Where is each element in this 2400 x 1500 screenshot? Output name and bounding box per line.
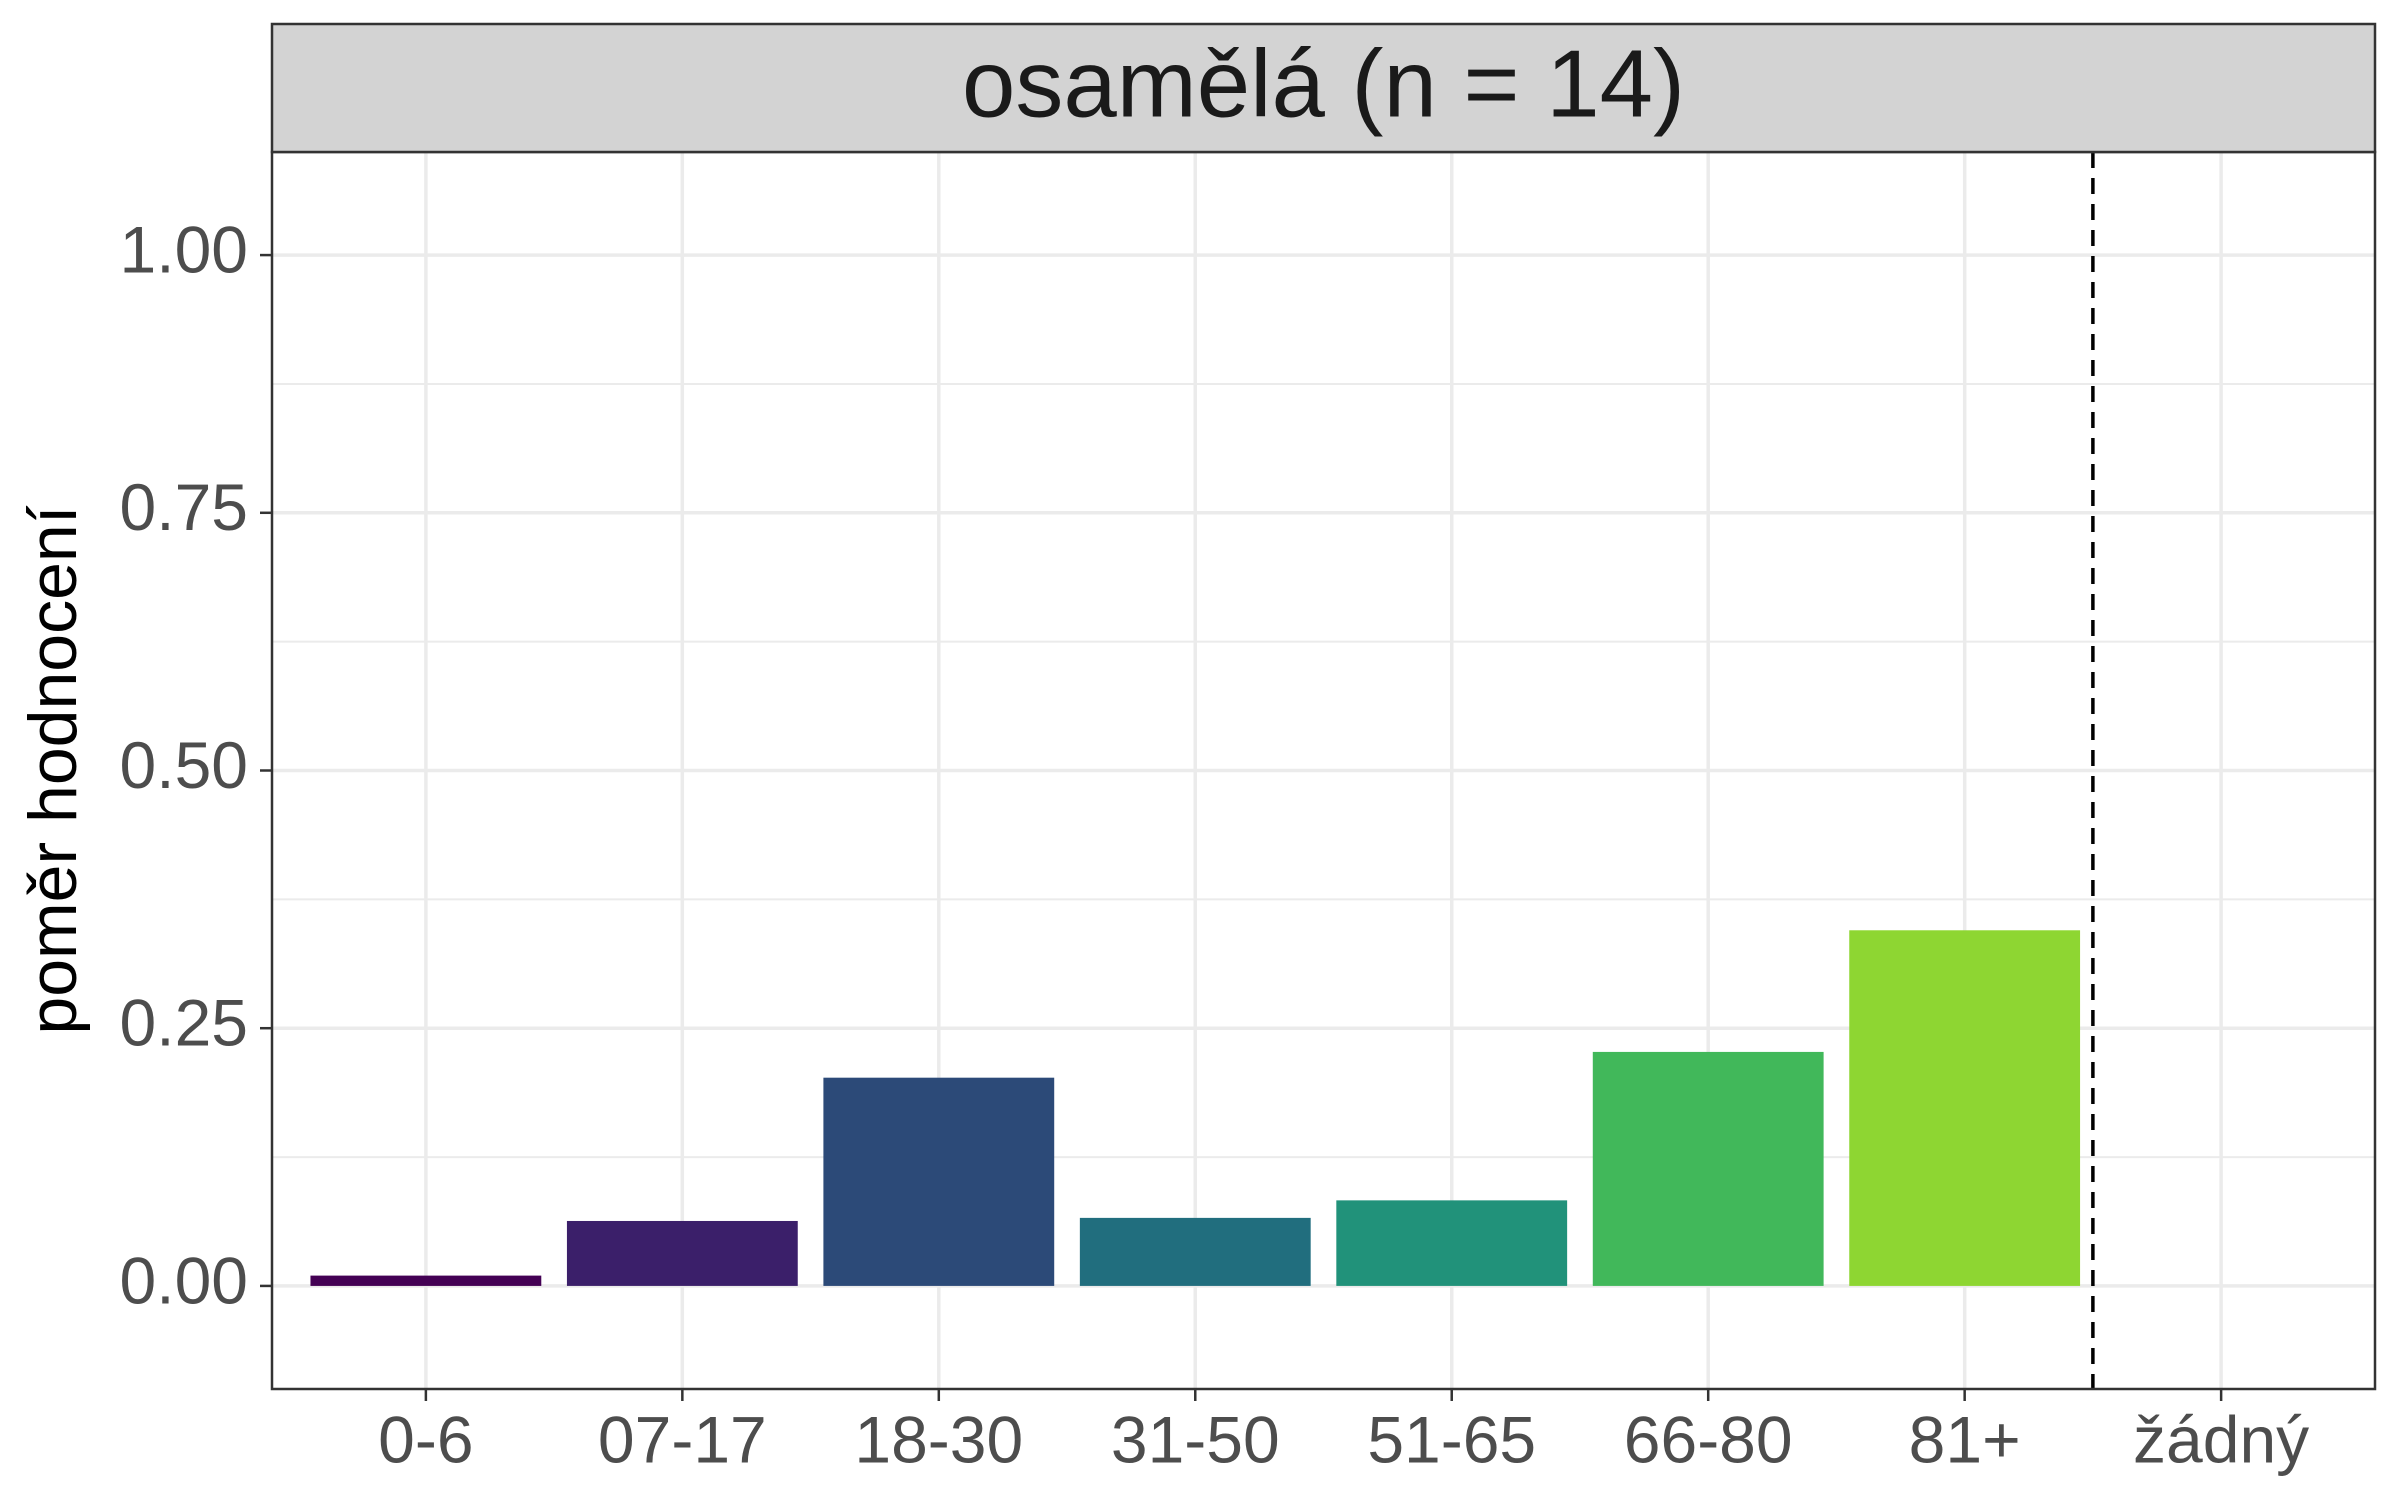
x-axis: 0-6 07-17 18-30 31-50 51-65 66-80 81+ žádný [378,1389,2309,1476]
x-tick-label: 31-50 [1111,1402,1280,1476]
x-tick-label: 18-30 [854,1402,1023,1476]
x-tick-label: 81+ [1909,1402,2021,1476]
grid-lines [272,152,2375,1389]
bar-18-30 [823,1077,1055,1286]
y-tick-label: 0.00 [120,1243,248,1317]
x-tick-label: 0-6 [378,1402,473,1476]
x-tick-label: 07-17 [598,1402,767,1476]
bar-31-50 [1079,1217,1311,1286]
y-tick-label: 1.00 [120,213,248,287]
y-axis-label: poměr hodnocení [15,505,91,1034]
x-tick-label: 51-65 [1367,1402,1536,1476]
strip-background [270,22,2377,154]
y-tick-label: 0.25 [120,986,248,1060]
bar-0-6 [310,1275,542,1286]
y-axis: 0.00 0.25 0.50 0.75 1.00 [120,213,272,1317]
bar-81+ [1849,930,2081,1286]
y-tick-label: 0.75 [120,470,248,544]
chart-title: osamělá (n = 14) [962,30,1685,137]
x-tick-label: žádný [2133,1402,2309,1476]
bar-66-80 [1592,1051,1824,1286]
bar-51-65 [1336,1200,1568,1286]
x-tick-label: 66-80 [1624,1402,1793,1476]
y-tick-label: 0.50 [120,728,248,802]
bars [310,930,2081,1286]
bar-07-17 [566,1220,798,1286]
